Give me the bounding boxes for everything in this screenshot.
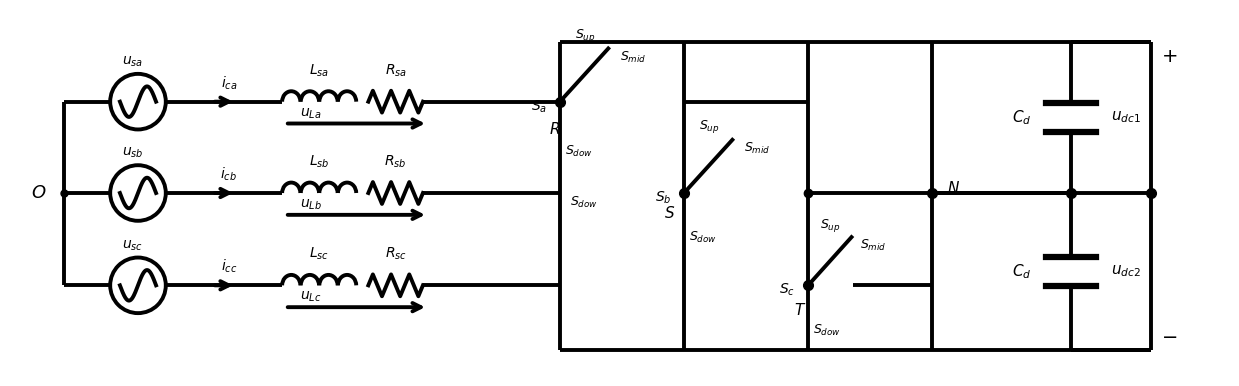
Text: $S_{up}$: $S_{up}$ <box>575 27 596 44</box>
Text: $S_{mid}$: $S_{mid}$ <box>860 238 886 253</box>
Text: $S_{mid}$: $S_{mid}$ <box>620 49 646 64</box>
Text: $S_b$: $S_b$ <box>654 190 672 206</box>
Text: $u_{La}$: $u_{La}$ <box>300 106 321 120</box>
Text: $S_{dow}$: $S_{dow}$ <box>570 195 598 210</box>
Text: $L_{sb}$: $L_{sb}$ <box>309 154 330 170</box>
Text: $S_{dow}$: $S_{dow}$ <box>565 144 593 159</box>
Text: $u_{Lb}$: $u_{Lb}$ <box>300 198 322 212</box>
Text: $S_{mid}$: $S_{mid}$ <box>743 141 771 156</box>
Text: $L_{sc}$: $L_{sc}$ <box>310 246 330 262</box>
Text: $i_{cc}$: $i_{cc}$ <box>221 258 237 275</box>
Text: $N$: $N$ <box>947 180 960 196</box>
Text: $C_d$: $C_d$ <box>1012 262 1032 281</box>
Text: $R_{sc}$: $R_{sc}$ <box>384 246 406 262</box>
Text: $T$: $T$ <box>794 302 807 318</box>
Text: $i_{cb}$: $i_{cb}$ <box>221 166 238 183</box>
Text: $u_{sc}$: $u_{sc}$ <box>123 238 144 252</box>
Text: $S_a$: $S_a$ <box>530 98 548 115</box>
Text: $-$: $-$ <box>1161 326 1177 345</box>
Text: $S_{dow}$: $S_{dow}$ <box>689 230 717 245</box>
Text: $C_d$: $C_d$ <box>1012 108 1032 127</box>
Text: $u_{dc2}$: $u_{dc2}$ <box>1111 264 1141 279</box>
Text: $+$: $+$ <box>1161 47 1177 66</box>
Text: $L_{sa}$: $L_{sa}$ <box>309 63 330 79</box>
Text: $R_{sa}$: $R_{sa}$ <box>384 63 406 79</box>
Text: $u_{dc1}$: $u_{dc1}$ <box>1111 110 1141 125</box>
Text: $S$: $S$ <box>664 205 675 221</box>
Text: $u_{Lc}$: $u_{Lc}$ <box>300 290 321 304</box>
Text: $i_{ca}$: $i_{ca}$ <box>221 74 237 92</box>
Text: $S_{up}$: $S_{up}$ <box>699 119 720 135</box>
Text: $S_{dow}$: $S_{dow}$ <box>813 322 841 337</box>
Text: $u_{sb}$: $u_{sb}$ <box>123 146 144 160</box>
Text: $O$: $O$ <box>31 184 46 202</box>
Text: $R$: $R$ <box>549 122 560 137</box>
Text: $u_{sa}$: $u_{sa}$ <box>123 54 144 69</box>
Text: $R_{sb}$: $R_{sb}$ <box>384 154 406 170</box>
Text: $S_c$: $S_c$ <box>779 282 795 298</box>
Text: $S_{up}$: $S_{up}$ <box>820 217 841 234</box>
